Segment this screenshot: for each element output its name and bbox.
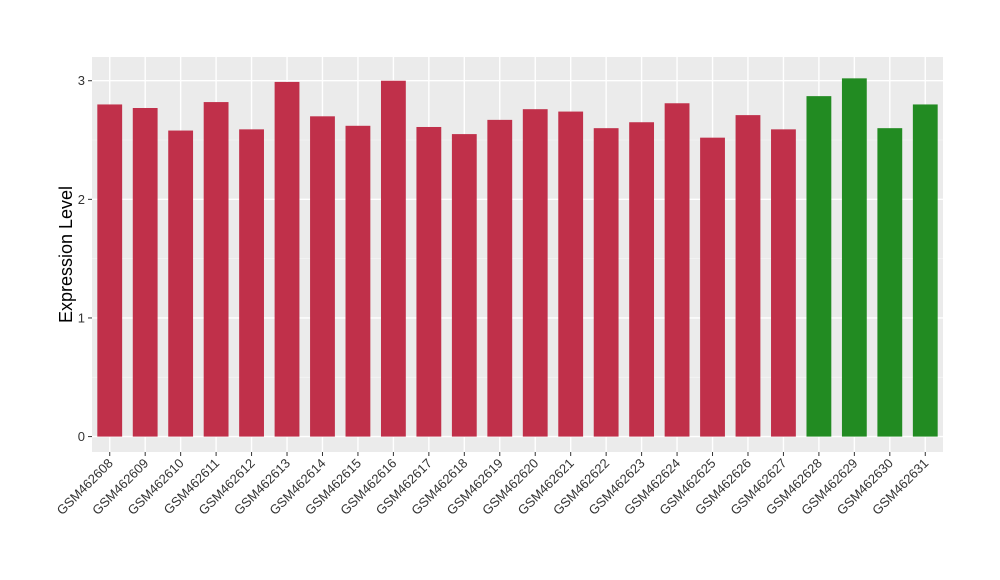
bar-GSM462613	[274, 81, 300, 437]
bar-GSM462614	[310, 116, 335, 437]
bar-GSM462628	[806, 96, 832, 437]
bar-GSM462617	[416, 126, 442, 437]
y-tick-label: 0	[78, 429, 85, 444]
bar-GSM462629	[841, 78, 867, 437]
bar-GSM462627	[771, 129, 796, 437]
x-axis: GSM462608GSM462609GSM462610GSM462611GSM4…	[54, 452, 931, 518]
bar-GSM462609	[132, 108, 158, 437]
bar-GSM462622	[593, 128, 619, 437]
bar-GSM462610	[168, 130, 194, 437]
bar-GSM462631	[912, 104, 938, 437]
bar-GSM462608	[97, 104, 123, 437]
y-tick-label: 2	[78, 192, 85, 207]
bar-GSM462621	[558, 111, 584, 437]
bar-GSM462630	[877, 128, 903, 437]
bar-GSM462623	[629, 122, 655, 437]
bar-GSM462624	[664, 103, 690, 437]
bar-GSM462612	[239, 129, 264, 437]
plot-panel	[92, 57, 943, 452]
bars	[97, 78, 938, 437]
y-tick-label: 1	[78, 310, 85, 325]
bar-GSM462616	[380, 80, 406, 437]
bar-GSM462611	[203, 102, 229, 437]
bar-GSM462618	[451, 134, 477, 437]
bar-GSM462619	[487, 119, 513, 437]
bar-GSM462620	[522, 109, 548, 437]
y-axis-title: Expression Level	[56, 186, 76, 323]
bar-GSM462625	[700, 137, 725, 437]
bar-GSM462626	[735, 115, 761, 437]
y-axis: 0 1 2 3	[78, 73, 92, 444]
y-tick-label: 3	[78, 73, 85, 88]
bar-GSM462615	[345, 125, 371, 437]
